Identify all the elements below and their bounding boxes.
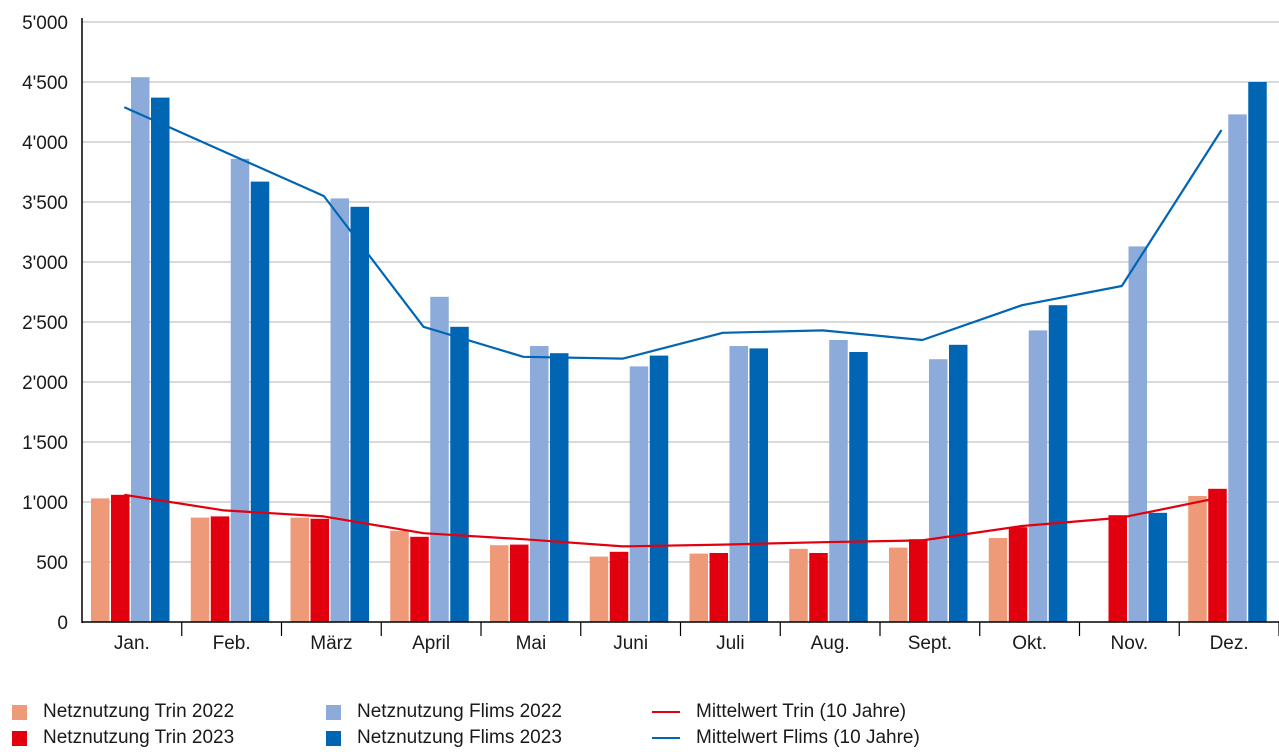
bar-netznutzung-flims-2023-10 (1148, 512, 1167, 622)
y-tick-label: 2'000 (22, 373, 68, 394)
x-tick-label: Nov. (1111, 633, 1149, 654)
bar-netznutzung-flims-2023-11 (1248, 82, 1267, 622)
legend-label-flims-2022: Netznutzung Flims 2022 (357, 701, 562, 722)
bar-netznutzung-flims-2022-11 (1228, 114, 1247, 623)
bar-netznutzung-trin-2022-2 (290, 517, 309, 622)
chart: 0 500 1'000 1'500 2'000 2'500 3'000 3'500 4'000 4… (22, 13, 1279, 654)
bar-netznutzung-trin-2022-4 (490, 545, 509, 622)
bar-netznutzung-flims-2022-2 (330, 198, 349, 622)
line-mittelwert-flims-10-jahre- (123, 106, 1223, 360)
legend-item-trin-2022: Netznutzung Trin 2022 (12, 700, 234, 724)
bar-netznutzung-trin-2023-3 (410, 536, 429, 622)
line-mittelwert-trin-10-jahre- (124, 493, 1222, 548)
x-tick-label: Mai (516, 633, 547, 654)
bar-netznutzung-flims-2023-2 (350, 206, 369, 623)
bar-netznutzung-trin-2022-1 (190, 517, 210, 622)
y-tick-labels: 0 500 1'000 1'500 2'000 2'500 3'000 3'500 4'000 4… (22, 13, 68, 634)
axes (81, 18, 1279, 636)
bar-netznutzung-flims-2023-4 (550, 353, 569, 622)
legend-line-mittelwert-flims (652, 737, 680, 739)
x-tick-label: Sept. (908, 633, 952, 654)
x-tick-label: März (310, 633, 352, 654)
bar-netznutzung-trin-2022-0 (91, 498, 110, 622)
bar-netznutzung-trin-2023-10 (1108, 515, 1127, 622)
average-lines (123, 106, 1223, 548)
bar-netznutzung-flims-2023-6 (749, 348, 768, 622)
bar-netznutzung-trin-2022-3 (390, 530, 409, 622)
bar-netznutzung-flims-2022-1 (230, 158, 250, 623)
legend-item-flims-2023: Netznutzung Flims 2023 (326, 726, 562, 750)
y-tick-label: 1'000 (22, 493, 68, 514)
bar-netznutzung-flims-2023-3 (450, 326, 469, 622)
y-tick-label: 4'500 (22, 73, 68, 94)
bar-netznutzung-trin-2022-11 (1188, 496, 1207, 622)
legend-swatch-flims-2022 (326, 704, 341, 720)
bar-netznutzung-flims-2022-7 (829, 340, 848, 622)
x-tick-label: Juni (613, 633, 648, 654)
legend-label-flims-2023: Netznutzung Flims 2023 (357, 727, 562, 748)
bar-netznutzung-trin-2023-0 (111, 494, 130, 622)
x-tick-label: Juli (716, 633, 745, 654)
bar-netznutzung-flims-2022-6 (729, 346, 748, 622)
bar-netznutzung-trin-2023-6 (709, 553, 728, 622)
bar-netznutzung-trin-2022-9 (988, 538, 1008, 622)
legend-line-mittelwert-trin (652, 711, 680, 713)
legend-swatch-trin-2022 (12, 704, 27, 720)
y-tick-label: 3'500 (22, 193, 68, 214)
bar-netznutzung-flims-2022-3 (430, 296, 449, 622)
legend-item-flims-2022: Netznutzung Flims 2022 (326, 700, 562, 724)
x-tick-label: Aug. (811, 633, 850, 654)
y-tick-label: 5'000 (22, 13, 68, 34)
bar-netznutzung-flims-2023-5 (649, 355, 669, 622)
y-tick-label: 2'500 (22, 313, 68, 334)
bar-netznutzung-flims-2023-7 (849, 352, 868, 622)
legend-item-mittelwert-flims: Mittelwert Flims (10 Jahre) (652, 726, 920, 750)
legend-item-mittelwert-trin: Mittelwert Trin (10 Jahre) (652, 700, 906, 724)
bar-netznutzung-flims-2022-8 (929, 359, 948, 622)
x-tick-label: Dez. (1210, 633, 1249, 654)
bar-netznutzung-trin-2023-9 (1008, 527, 1028, 622)
bar-netznutzung-flims-2022-10 (1128, 246, 1147, 622)
bar-netznutzung-trin-2023-2 (310, 518, 329, 622)
legend-swatch-flims-2023 (326, 730, 341, 746)
bar-netznutzung-trin-2022-6 (689, 553, 708, 622)
y-tick-label: 0 (57, 613, 68, 634)
bar-netznutzung-trin-2023-5 (609, 551, 629, 622)
bar-netznutzung-flims-2022-9 (1028, 330, 1048, 622)
bar-netznutzung-flims-2023-9 (1048, 305, 1068, 622)
bar-netznutzung-trin-2023-7 (809, 553, 828, 622)
gridlines (82, 21, 1279, 563)
bar-netznutzung-trin-2022-7 (789, 548, 808, 622)
x-tick-labels: Jan. Feb. März April Mai Juni Juli Aug. Sept. Okt… (114, 633, 1249, 654)
legend-label-trin-2023: Netznutzung Trin 2023 (43, 727, 235, 748)
bar-netznutzung-trin-2022-8 (889, 547, 908, 622)
legend: Netznutzung Trin 2022 Netznutzung Trin 2… (12, 700, 1272, 752)
legend-swatch-trin-2023 (12, 730, 27, 746)
bars (91, 77, 1267, 623)
bar-netznutzung-trin-2023-1 (210, 516, 230, 622)
bar-netznutzung-flims-2023-1 (250, 181, 270, 622)
bar-netznutzung-trin-2023-4 (510, 544, 529, 622)
bar-netznutzung-trin-2023-11 (1208, 488, 1227, 622)
y-tick-label: 4'000 (22, 133, 68, 154)
bar-netznutzung-trin-2022-5 (589, 556, 609, 622)
legend-label-trin-2022: Netznutzung Trin 2022 (43, 701, 235, 722)
x-tick-label: April (412, 633, 450, 654)
legend-label-mittelwert-trin: Mittelwert Trin (10 Jahre) (696, 701, 907, 722)
bar-netznutzung-flims-2022-0 (131, 77, 150, 622)
bar-netznutzung-trin-2023-8 (909, 539, 928, 622)
bar-netznutzung-flims-2022-5 (629, 366, 649, 622)
bar-netznutzung-flims-2023-8 (949, 344, 968, 622)
bar-netznutzung-flims-2022-4 (530, 346, 549, 622)
y-tick-label: 3'000 (22, 253, 68, 274)
y-tick-label: 500 (36, 553, 68, 574)
legend-label-mittelwert-flims: Mittelwert Flims (10 Jahre) (696, 727, 920, 748)
x-tick-label: Okt. (1012, 633, 1047, 654)
bar-netznutzung-flims-2023-0 (151, 97, 170, 623)
x-tick-label: Jan. (114, 633, 150, 654)
x-tick-label: Feb. (213, 633, 251, 654)
y-tick-label: 1'500 (22, 433, 68, 454)
legend-item-trin-2023: Netznutzung Trin 2023 (12, 726, 234, 750)
